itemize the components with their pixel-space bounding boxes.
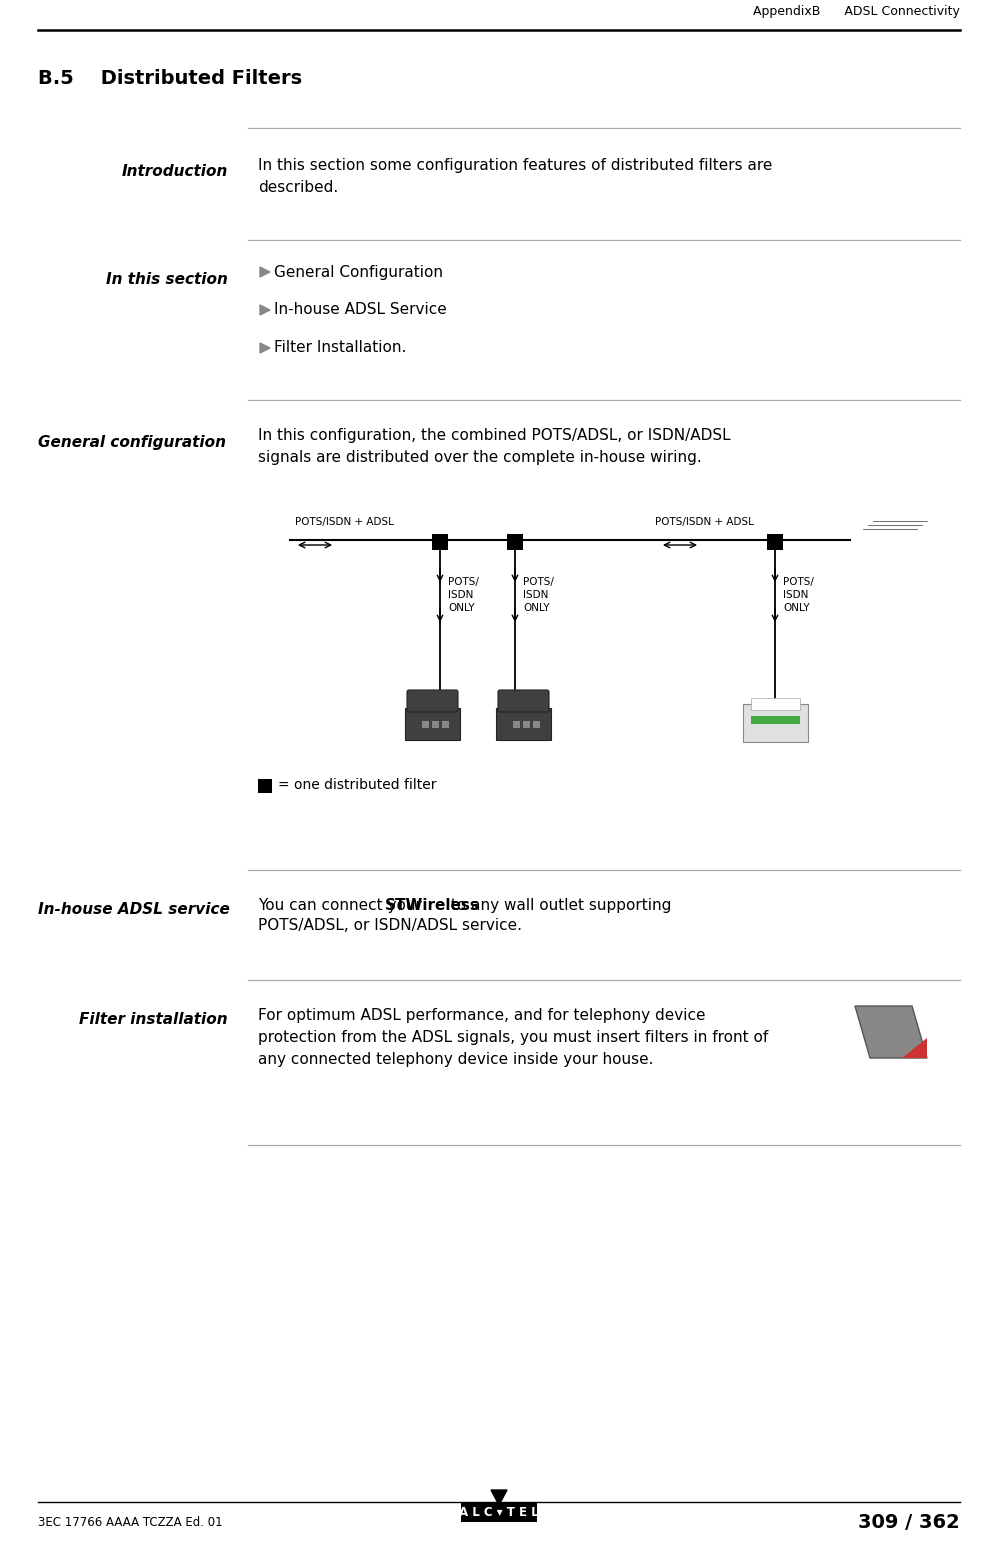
Bar <box>422 721 429 728</box>
Text: In this configuration, the combined POTS/ADSL, or ISDN/ADSL
signals are distribu: In this configuration, the combined POTS… <box>258 427 731 464</box>
Bar <box>513 721 520 728</box>
Text: General Configuration: General Configuration <box>274 264 443 279</box>
Text: to any wall outlet supporting: to any wall outlet supporting <box>445 898 671 913</box>
Text: For optimum ADSL performance, and for telephony device
protection from the ADSL : For optimum ADSL performance, and for te… <box>258 1008 768 1068</box>
Text: POTS/
ISDN
ONLY: POTS/ ISDN ONLY <box>448 577 479 613</box>
Text: Introduction: Introduction <box>122 165 228 179</box>
Text: Filter Installation.: Filter Installation. <box>274 341 406 355</box>
Text: POTS/ADSL, or ISDN/ADSL service.: POTS/ADSL, or ISDN/ADSL service. <box>258 918 522 934</box>
Bar <box>442 721 449 728</box>
Text: You can connect your: You can connect your <box>258 898 427 913</box>
Bar <box>533 721 540 728</box>
Text: In-house ADSL service: In-house ADSL service <box>38 903 230 918</box>
Bar <box>751 716 800 724</box>
Bar <box>767 534 783 549</box>
Text: POTS/
ISDN
ONLY: POTS/ ISDN ONLY <box>523 577 554 613</box>
Polygon shape <box>491 1491 507 1504</box>
Text: In this section: In this section <box>106 273 228 287</box>
Text: 3EC 17766 AAAA TCZZA Ed. 01: 3EC 17766 AAAA TCZZA Ed. 01 <box>38 1515 223 1529</box>
Text: B.5    Distributed Filters: B.5 Distributed Filters <box>38 68 302 88</box>
Bar <box>258 779 272 793</box>
Bar <box>432 721 439 728</box>
FancyBboxPatch shape <box>498 690 549 711</box>
Polygon shape <box>260 343 270 353</box>
Text: Filter installation: Filter installation <box>80 1012 228 1028</box>
Text: In this section some configuration features of distributed filters are
described: In this section some configuration featu… <box>258 157 772 196</box>
Text: POTS/ISDN + ADSL: POTS/ISDN + ADSL <box>295 517 394 528</box>
Bar <box>743 704 808 742</box>
Bar <box>507 534 523 549</box>
Polygon shape <box>855 1006 927 1058</box>
Polygon shape <box>260 306 270 315</box>
Bar <box>751 697 800 710</box>
Text: POTS/ISDN + ADSL: POTS/ISDN + ADSL <box>655 517 753 528</box>
Bar <box>432 534 448 549</box>
Text: 309 / 362: 309 / 362 <box>858 1512 960 1532</box>
Bar <box>461 1501 537 1521</box>
Polygon shape <box>260 267 270 278</box>
Bar <box>496 708 551 741</box>
Text: General configuration: General configuration <box>38 435 226 449</box>
Text: In-house ADSL Service: In-house ADSL Service <box>274 302 447 318</box>
Text: AppendixB      ADSL Connectivity: AppendixB ADSL Connectivity <box>753 6 960 19</box>
Text: A L C ▾ T E L: A L C ▾ T E L <box>459 1506 539 1518</box>
Bar <box>523 721 530 728</box>
Text: = one distributed filter: = one distributed filter <box>278 778 436 792</box>
Polygon shape <box>902 1038 927 1058</box>
Text: POTS/
ISDN
ONLY: POTS/ ISDN ONLY <box>783 577 814 613</box>
Text: STWireless: STWireless <box>385 898 480 913</box>
Bar <box>405 708 460 741</box>
FancyBboxPatch shape <box>407 690 458 711</box>
